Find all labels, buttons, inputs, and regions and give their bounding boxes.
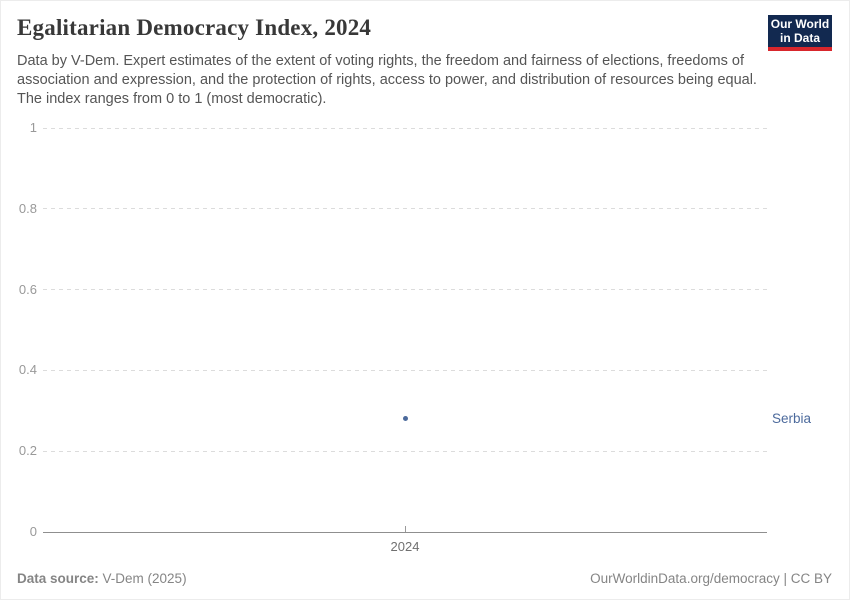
data-source: Data source: V-Dem (2025) [17,571,187,586]
y-tick-label-0: 0 [29,524,37,539]
y-tick-label-0.6: 0.6 [18,281,37,297]
owid-logo-line1: Our World [770,17,830,31]
data-source-value: V-Dem (2025) [98,571,187,586]
x-tick-label-2024: 2024 [390,539,420,554]
gridline-y-0.2 [43,450,767,452]
x-tick-mark-2024 [404,526,406,532]
series-label-serbia[interactable]: Serbia [772,410,812,426]
y-tick-label-0.4: 0.4 [18,362,37,378]
owid-logo-line2: in Data [779,30,820,45]
y-tick-label-1: 1 [29,120,37,135]
x-axis-line [43,531,767,533]
page-title: Egalitarian Democracy Index, 2024 [17,15,372,40]
gridline-y-0.6 [43,289,767,291]
data-point-serbia[interactable] [402,416,408,422]
data-source-label: Data source: [17,571,99,586]
y-tick-label-0.8: 0.8 [18,200,37,216]
gridline-y-0.4 [43,369,767,371]
gridline-y-0.8 [43,208,767,210]
owid-logo: Our World in Data [768,15,832,51]
chart-subtitle: Data by V-Dem. Expert estimates of the e… [17,53,757,107]
gridline-y-1 [43,127,767,129]
y-tick-label-0.2: 0.2 [18,443,37,459]
credit-link[interactable]: OurWorldinData.org/democracy | CC BY [590,571,832,586]
